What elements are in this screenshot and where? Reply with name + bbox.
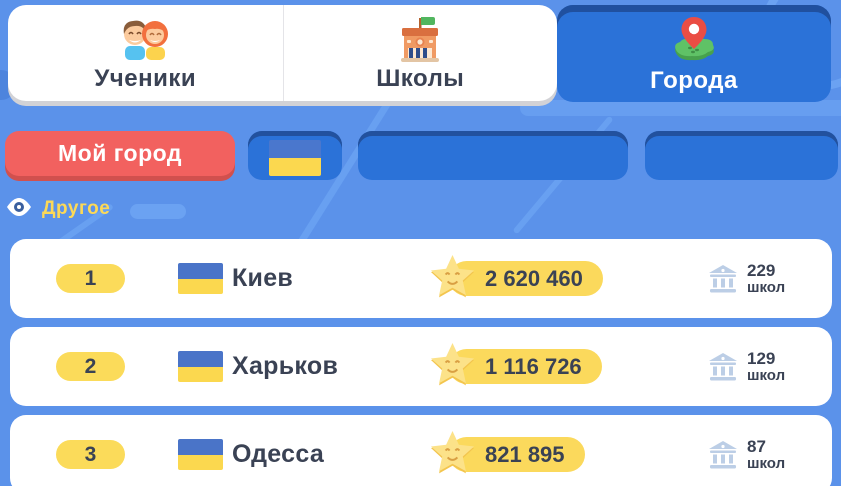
map-pill-decoration — [130, 204, 186, 219]
rank-badge: 2 — [56, 352, 125, 381]
star-icon — [430, 343, 475, 386]
table-row[interactable]: 3 Одесса 821 895 87 — [10, 415, 832, 486]
schools-label: школ — [747, 366, 786, 384]
points-badge: 1 116 726 — [428, 327, 602, 406]
filter-button-empty-2[interactable] — [645, 131, 838, 180]
tab-students[interactable]: Ученики — [8, 5, 283, 101]
city-name: Харьков — [232, 352, 339, 380]
schools-count: 129 — [747, 348, 776, 368]
students-icon — [119, 15, 171, 61]
schools-count: 229 — [747, 260, 776, 280]
tab-bar: Ученики Ш — [0, 0, 841, 104]
table-row[interactable]: 2 Харьков 1 116 726 — [10, 327, 832, 406]
school-icon — [397, 15, 443, 62]
tab-cities[interactable]: Города — [557, 5, 831, 102]
table-row[interactable]: 1 Киев 2 620 460 22 — [10, 239, 832, 318]
other-toggle[interactable]: Другое — [6, 196, 110, 222]
city-name: Одесса — [232, 440, 325, 468]
ukraine-flag-icon — [178, 351, 223, 382]
points-value: 2 620 460 — [449, 261, 603, 296]
eye-icon — [6, 197, 32, 222]
rank-badge: 3 — [56, 440, 125, 469]
schools-count-text: 229 школ — [747, 260, 786, 296]
star-icon — [430, 255, 475, 298]
tab-students-label: Ученики — [94, 65, 197, 92]
schools-count-group: 129 школ — [708, 327, 785, 406]
ukraine-flag-icon — [178, 439, 223, 470]
ukraine-flag-icon — [178, 263, 223, 294]
tab-schools-label: Школы — [376, 65, 465, 92]
schools-label: школ — [747, 278, 786, 296]
inactive-tabs-card: Ученики Ш — [8, 5, 557, 101]
schools-count-group: 87 школ — [708, 415, 785, 486]
bank-icon — [709, 264, 737, 292]
my-city-button[interactable]: Мой город — [5, 131, 235, 176]
tab-cities-label: Города — [650, 67, 738, 94]
star-icon — [430, 431, 475, 474]
rank-badge: 1 — [56, 264, 125, 293]
points-value: 821 895 — [449, 437, 585, 472]
schools-count-group: 229 школ — [708, 239, 785, 318]
schools-label: школ — [747, 454, 786, 472]
country-filter-button[interactable] — [248, 131, 342, 180]
schools-count-text: 87 школ — [747, 436, 786, 472]
bank-icon — [709, 440, 737, 468]
schools-count-text: 129 школ — [747, 348, 786, 384]
city-name: Киев — [232, 264, 294, 292]
city-pin-icon — [668, 17, 720, 64]
points-value: 1 116 726 — [449, 349, 602, 384]
tab-schools[interactable]: Школы — [282, 5, 558, 101]
my-city-button-label: Мой город — [58, 140, 182, 166]
schools-count: 87 — [747, 436, 766, 456]
other-toggle-label: Другое — [42, 198, 111, 219]
points-badge: 821 895 — [428, 415, 585, 486]
points-badge: 2 620 460 — [428, 239, 603, 318]
filter-button-empty-1[interactable] — [358, 131, 628, 180]
bank-icon — [709, 352, 737, 380]
filter-row: Мой город — [0, 131, 841, 181]
ukraine-flag-icon — [269, 139, 321, 176]
